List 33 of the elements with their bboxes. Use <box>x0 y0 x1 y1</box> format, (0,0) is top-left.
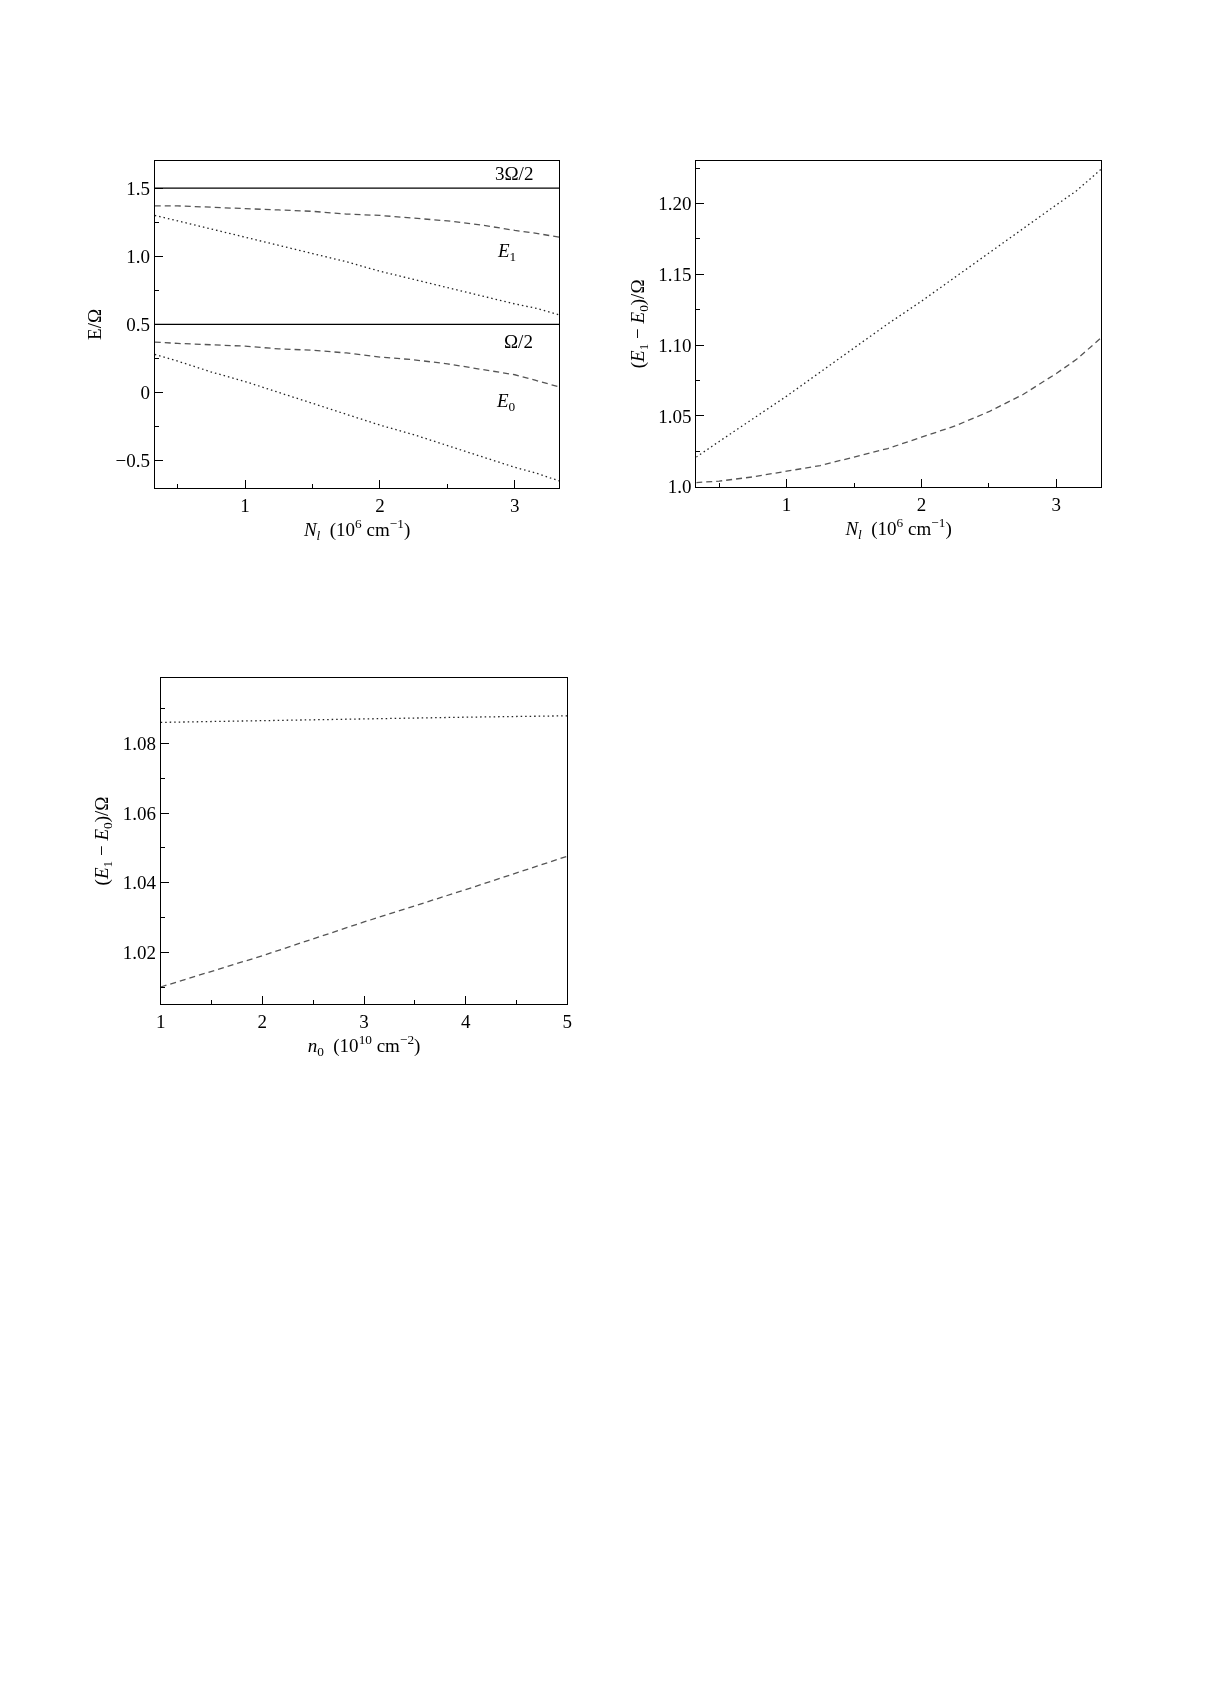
y-tick-label: 1.05 <box>658 405 692 427</box>
y-tick-label: 0.5 <box>126 314 150 336</box>
x-tick-label: 5 <box>562 1011 573 1033</box>
x-axis-title: n$_{0}$ (10$^{10}$ cm$^{−2}$) <box>307 1032 421 1060</box>
y-axis-title: E/Ω <box>84 308 106 340</box>
x-tick-label: 2 <box>375 494 385 516</box>
y-tick-label: 1.15 <box>658 263 692 285</box>
x-tick-label: 2 <box>916 493 927 515</box>
x-tick-label: 3 <box>359 1011 369 1033</box>
ref-line-label: 3Ω/2 <box>495 163 534 184</box>
annotation: E$_{1}$ <box>497 240 517 264</box>
x-axis-title: N$_{l}$ (10$^{6}$ cm$^{−1}$) <box>844 514 952 542</box>
y-tick-label: 1.20 <box>658 193 692 215</box>
x-tick-label: 3 <box>510 494 520 516</box>
ref-line-label: Ω/2 <box>504 331 533 352</box>
annotation: E$_{0}$ <box>496 390 516 414</box>
y-tick-label: 1.0 <box>667 476 692 498</box>
y-tick-label: 0 <box>140 382 150 404</box>
y-tick-label: 1.02 <box>122 941 156 963</box>
y-tick-label: −0.5 <box>115 450 150 472</box>
x-tick-label: 1 <box>240 494 250 516</box>
x-tick-label: 2 <box>257 1011 268 1033</box>
x-tick-label: 1 <box>781 493 792 515</box>
y-tick-label: 1.06 <box>122 802 156 824</box>
y-tick-label: 1.08 <box>122 733 156 755</box>
y-tick-label: 1.5 <box>126 177 150 199</box>
x-tick-label: 1 <box>155 1011 166 1033</box>
x-tick-label: 4 <box>460 1011 471 1033</box>
y-tick-label: 1.10 <box>658 334 692 356</box>
y-tick-label: 1.0 <box>126 245 150 267</box>
x-tick-label: 3 <box>1051 493 1062 515</box>
y-tick-label: 1.04 <box>122 872 157 894</box>
x-axis-title: N$_{l}$ (10$^{6}$ cm$^{−1}$) <box>302 515 411 543</box>
